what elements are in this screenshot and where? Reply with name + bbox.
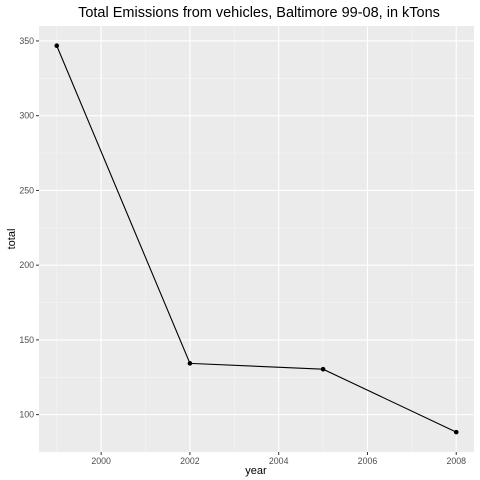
data-point — [187, 361, 193, 366]
series-group — [54, 43, 459, 435]
x-tick-label: 2008 — [446, 456, 466, 466]
data-point — [453, 429, 459, 435]
x-tick-label: 2006 — [358, 456, 378, 466]
x-tick-label: 2004 — [269, 456, 289, 466]
data-point — [320, 366, 326, 372]
y-tick-label: 250 — [19, 185, 34, 195]
y-axis-title: total — [6, 229, 18, 250]
x-tick-label: 2000 — [91, 456, 111, 466]
y-tick-label: 350 — [19, 36, 34, 46]
data-point — [54, 43, 60, 49]
y-tick-label: 100 — [19, 410, 34, 420]
y-axis-ticks: 100 150 200 250 300 350 — [19, 36, 39, 420]
chart-title: Total Emissions from vehicles, Baltimore… — [78, 5, 440, 21]
plot-panel — [39, 26, 474, 452]
x-axis-title: year — [245, 465, 267, 477]
y-tick-label: 150 — [19, 335, 34, 345]
y-tick-label: 300 — [19, 111, 34, 121]
x-axis-ticks: 2000 2002 2004 2006 2008 — [91, 452, 466, 466]
minor-gridlines — [39, 26, 474, 453]
major-gridlines — [39, 26, 474, 452]
y-tick-label: 200 — [19, 260, 34, 270]
x-tick-label: 2002 — [180, 456, 200, 466]
series-line — [56, 45, 457, 433]
